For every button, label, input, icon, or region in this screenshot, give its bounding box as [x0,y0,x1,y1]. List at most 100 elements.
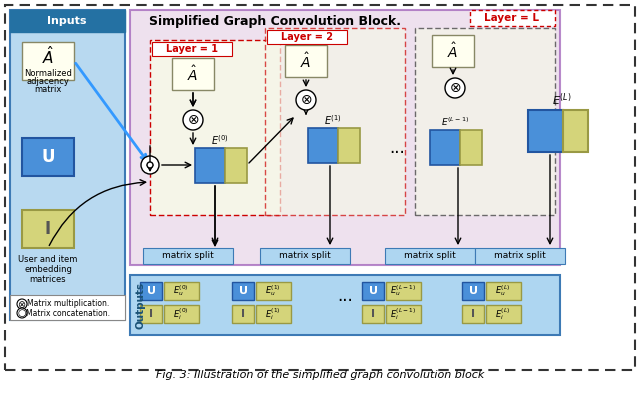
Bar [152,42,232,56]
Text: I: I [471,309,475,319]
Bar [563,110,588,152]
Text: Matrix multiplication.: Matrix multiplication. [27,299,109,309]
Text: $E_u^{(1)}$: $E_u^{(1)}$ [265,284,281,299]
Circle shape [296,90,316,110]
Bar [172,58,214,90]
Bar [265,28,405,215]
Text: Outputs: Outputs [135,281,145,328]
Circle shape [183,110,203,130]
Text: matrices: matrices [29,276,67,285]
Text: $E^{(L-1)}$: $E^{(L-1)}$ [441,116,469,128]
Text: U: U [41,148,55,166]
Text: Fig. 3: Illustration of the simplified graph convolution block: Fig. 3: Illustration of the simplified g… [156,370,484,380]
Text: embedding: embedding [24,266,72,274]
Bar [462,305,484,323]
Bar [195,148,225,183]
Bar [470,10,555,26]
Circle shape [445,78,465,98]
Text: $E^{(0)}$: $E^{(0)}$ [211,133,229,147]
Circle shape [141,156,159,174]
Bar [415,28,555,215]
Text: I: I [371,309,375,319]
Text: $E_u^{(0)}$: $E_u^{(0)}$ [173,284,189,299]
Bar [10,295,125,320]
Text: $\hat{A}$: $\hat{A}$ [188,64,198,83]
Circle shape [17,299,27,309]
Bar [462,282,484,300]
Bar [130,10,560,265]
Text: I: I [149,309,153,319]
Bar [386,282,421,300]
Bar [143,248,233,264]
Bar [140,282,162,300]
Text: $\hat{A}$: $\hat{A}$ [447,42,459,60]
Bar [486,305,521,323]
Bar [164,305,199,323]
Bar [10,10,125,32]
Text: matrix split: matrix split [279,251,331,260]
Text: $\otimes$: $\otimes$ [17,299,27,310]
Bar [140,305,162,323]
Text: matrix: matrix [35,85,61,94]
Circle shape [17,308,27,318]
Bar [285,45,327,77]
Bar [164,282,199,300]
Text: I: I [241,309,245,319]
Bar [385,248,475,264]
Bar [267,30,347,44]
Circle shape [147,162,153,168]
Bar [10,10,125,320]
Text: $E_i^{(L)}$: $E_i^{(L)}$ [495,306,511,322]
Text: Layer = 2: Layer = 2 [281,32,333,42]
Text: matrix split: matrix split [494,251,546,260]
Text: U: U [147,286,156,296]
Text: matrix split: matrix split [162,251,214,260]
Text: $E_u^{(L-1)}$: $E_u^{(L-1)}$ [390,284,416,299]
Text: U: U [468,286,477,296]
Text: $\otimes$: $\otimes$ [187,113,199,127]
Text: I: I [45,220,51,238]
Text: ...: ... [337,287,353,305]
Text: $\bigcirc$: $\bigcirc$ [17,307,27,319]
Text: Layer = L: Layer = L [484,13,540,23]
Text: $E_u^{(L)}$: $E_u^{(L)}$ [495,284,511,299]
Bar [528,110,563,152]
Bar [486,282,521,300]
Bar [460,130,482,165]
Text: $E^{(L)}$: $E^{(L)}$ [552,92,572,108]
Text: Inputs: Inputs [47,16,87,26]
Text: U: U [369,286,378,296]
Bar [150,40,280,215]
Text: Matrix concatenation.: Matrix concatenation. [26,309,110,318]
Bar [430,130,460,165]
Bar [22,42,74,80]
Bar [22,210,74,248]
Bar [362,282,384,300]
Text: Normalized: Normalized [24,69,72,79]
Bar [475,248,565,264]
Text: Layer = 1: Layer = 1 [166,44,218,54]
Bar [260,248,350,264]
Text: $E_i^{(L-1)}$: $E_i^{(L-1)}$ [390,306,416,322]
Text: $E_i^{(0)}$: $E_i^{(0)}$ [173,306,189,322]
Bar [22,138,74,176]
Text: Simplified Graph Convolution Block.: Simplified Graph Convolution Block. [149,15,401,29]
Text: $\otimes$: $\otimes$ [300,93,312,107]
Text: matrix split: matrix split [404,251,456,260]
Bar [362,305,384,323]
Text: $E^{(1)}$: $E^{(1)}$ [324,113,342,127]
Bar [130,275,560,335]
Text: ...: ... [389,139,405,157]
Bar [256,282,291,300]
Bar [432,35,474,67]
Bar [232,305,254,323]
Text: $\hat{A}$: $\hat{A}$ [300,51,312,71]
Bar [338,128,360,163]
Text: $E_i^{(1)}$: $E_i^{(1)}$ [265,306,281,322]
Bar [308,128,338,163]
Bar [256,305,291,323]
Text: $\hat{A}$: $\hat{A}$ [42,45,54,67]
Text: User and item: User and item [19,256,77,264]
Bar [386,305,421,323]
Text: adjacency: adjacency [27,77,69,87]
